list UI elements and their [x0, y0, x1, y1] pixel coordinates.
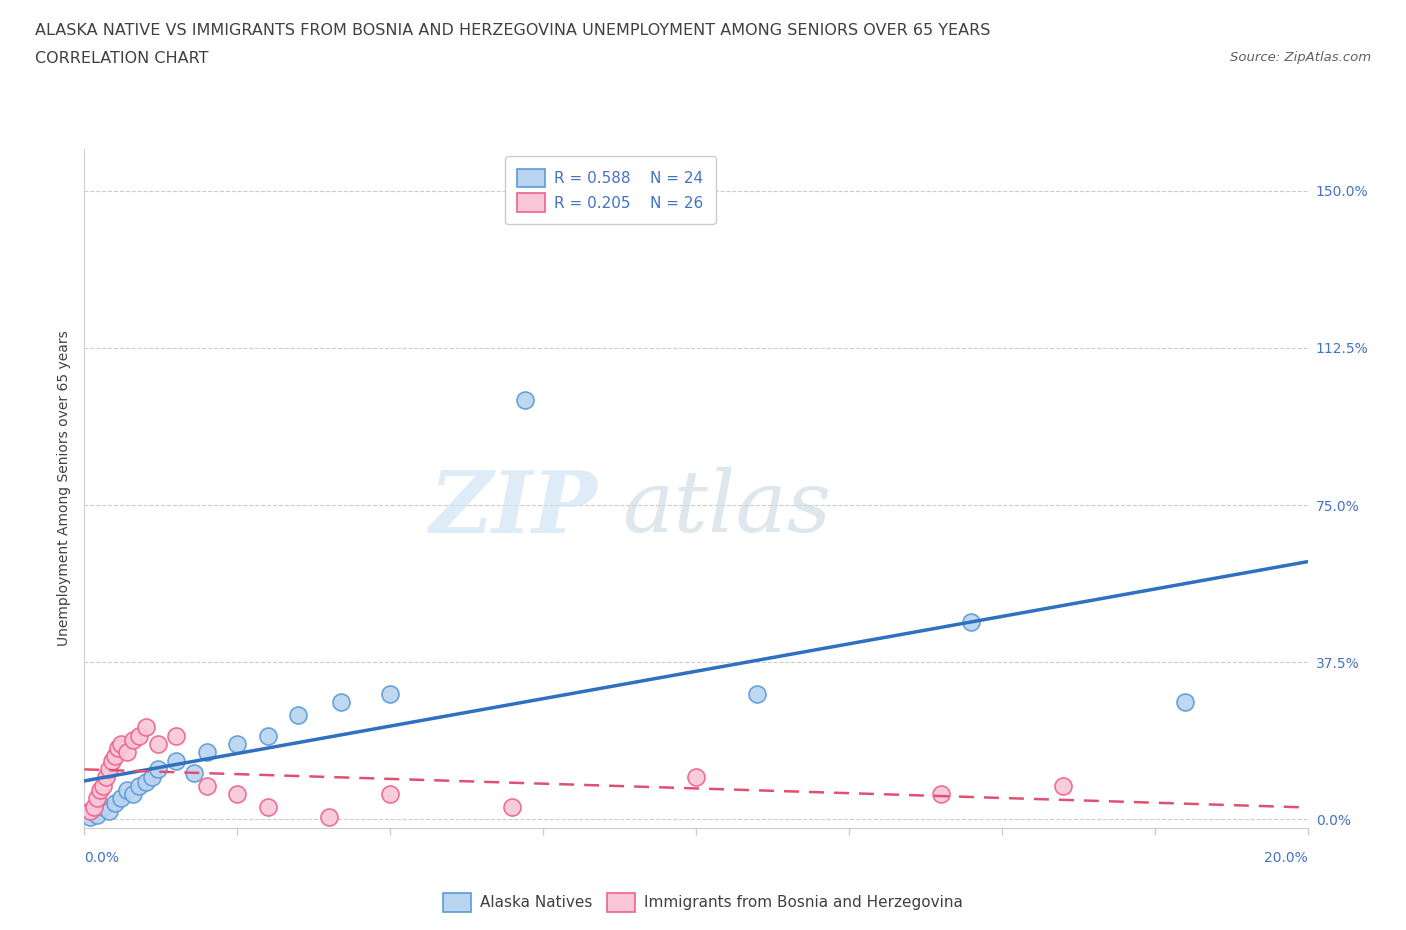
Point: [115, 782, 138, 797]
Point: [929, 787, 952, 802]
Y-axis label: Unemployment Among Seniors over 65 years: Unemployment Among Seniors over 65 years: [58, 330, 72, 646]
Point: [89, 782, 111, 797]
Text: ALASKA NATIVE VS IMMIGRANTS FROM BOSNIA AND HERZEGOVINA UNEMPLOYMENT AMONG SENIO: ALASKA NATIVE VS IMMIGRANTS FROM BOSNIA …: [35, 23, 990, 38]
Point: [83, 799, 105, 814]
Point: [86, 807, 108, 822]
Point: [380, 686, 402, 701]
Point: [165, 753, 187, 768]
Point: [104, 749, 127, 764]
Point: [104, 795, 127, 810]
Point: [146, 762, 169, 777]
Point: [122, 787, 145, 802]
Point: [79, 810, 101, 825]
Point: [287, 707, 309, 722]
Text: 0.0%: 0.0%: [84, 851, 120, 865]
Point: [128, 728, 150, 743]
Point: [91, 799, 114, 814]
Point: [513, 392, 536, 407]
Point: [107, 740, 129, 755]
Point: [110, 790, 132, 805]
Point: [135, 774, 157, 789]
Point: [94, 770, 117, 785]
Point: [257, 728, 280, 743]
Text: CORRELATION CHART: CORRELATION CHART: [35, 51, 208, 66]
Point: [1052, 778, 1074, 793]
Point: [91, 778, 114, 793]
Point: [122, 732, 145, 747]
Point: [226, 737, 249, 751]
Text: Source: ZipAtlas.com: Source: ZipAtlas.com: [1230, 51, 1371, 64]
Point: [330, 695, 353, 710]
Point: [685, 770, 707, 785]
Text: atlas: atlas: [623, 467, 832, 550]
Point: [960, 615, 983, 630]
Point: [135, 720, 157, 735]
Point: [86, 790, 108, 805]
Point: [183, 765, 205, 780]
Point: [165, 728, 187, 743]
Point: [128, 778, 150, 793]
Point: [115, 745, 138, 760]
Point: [97, 804, 120, 818]
Point: [101, 753, 124, 768]
Point: [146, 737, 169, 751]
Point: [97, 762, 120, 777]
Legend: Alaska Natives, Immigrants from Bosnia and Herzegovina: Alaska Natives, Immigrants from Bosnia a…: [437, 887, 969, 918]
Point: [79, 804, 101, 818]
Point: [380, 787, 402, 802]
Point: [318, 810, 340, 825]
Point: [195, 778, 218, 793]
Point: [257, 799, 280, 814]
Legend: R = 0.588    N = 24, R = 0.205    N = 26: R = 0.588 N = 24, R = 0.205 N = 26: [505, 156, 716, 224]
Point: [502, 799, 524, 814]
Point: [110, 737, 132, 751]
Text: ZIP: ZIP: [430, 467, 598, 551]
Point: [141, 770, 163, 785]
Point: [195, 745, 218, 760]
Point: [226, 787, 249, 802]
Point: [747, 686, 769, 701]
Text: 20.0%: 20.0%: [1264, 851, 1308, 865]
Point: [1174, 695, 1197, 710]
